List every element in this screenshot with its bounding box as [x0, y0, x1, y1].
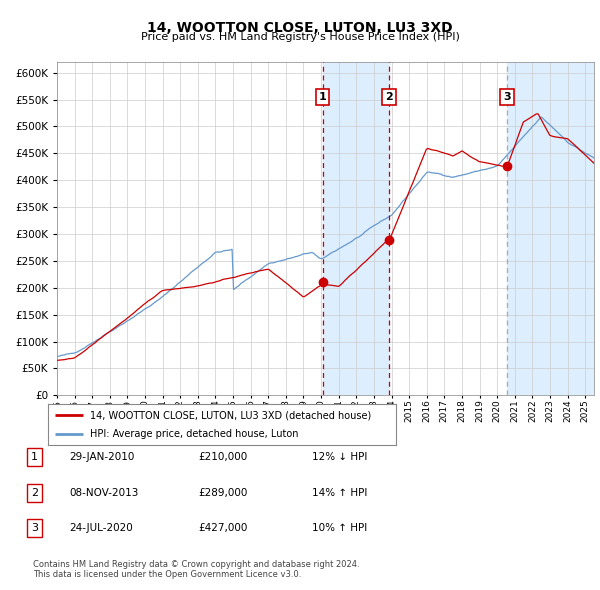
- Text: £427,000: £427,000: [198, 523, 247, 533]
- Text: 12% ↓ HPI: 12% ↓ HPI: [312, 453, 367, 462]
- Text: 24-JUL-2020: 24-JUL-2020: [69, 523, 133, 533]
- Text: 1: 1: [31, 453, 38, 462]
- Bar: [507, 62, 594, 395]
- Text: Price paid vs. HM Land Registry's House Price Index (HPI): Price paid vs. HM Land Registry's House …: [140, 32, 460, 42]
- Text: 14% ↑ HPI: 14% ↑ HPI: [312, 488, 367, 497]
- Text: Contains HM Land Registry data © Crown copyright and database right 2024.
This d: Contains HM Land Registry data © Crown c…: [33, 560, 359, 579]
- Text: 2: 2: [385, 92, 393, 102]
- Text: 3: 3: [31, 523, 38, 533]
- Text: 1: 1: [319, 92, 326, 102]
- Text: HPI: Average price, detached house, Luton: HPI: Average price, detached house, Luto…: [90, 430, 298, 440]
- Text: 08-NOV-2013: 08-NOV-2013: [69, 488, 139, 497]
- Text: 14, WOOTTON CLOSE, LUTON, LU3 3XD: 14, WOOTTON CLOSE, LUTON, LU3 3XD: [147, 21, 453, 35]
- Text: 29-JAN-2010: 29-JAN-2010: [69, 453, 134, 462]
- Text: 10% ↑ HPI: 10% ↑ HPI: [312, 523, 367, 533]
- Text: £289,000: £289,000: [198, 488, 247, 497]
- Text: 14, WOOTTON CLOSE, LUTON, LU3 3XD (detached house): 14, WOOTTON CLOSE, LUTON, LU3 3XD (detac…: [90, 410, 371, 420]
- Text: £210,000: £210,000: [198, 453, 247, 462]
- Text: 3: 3: [503, 92, 511, 102]
- Bar: [323, 62, 389, 395]
- Text: 2: 2: [31, 488, 38, 497]
